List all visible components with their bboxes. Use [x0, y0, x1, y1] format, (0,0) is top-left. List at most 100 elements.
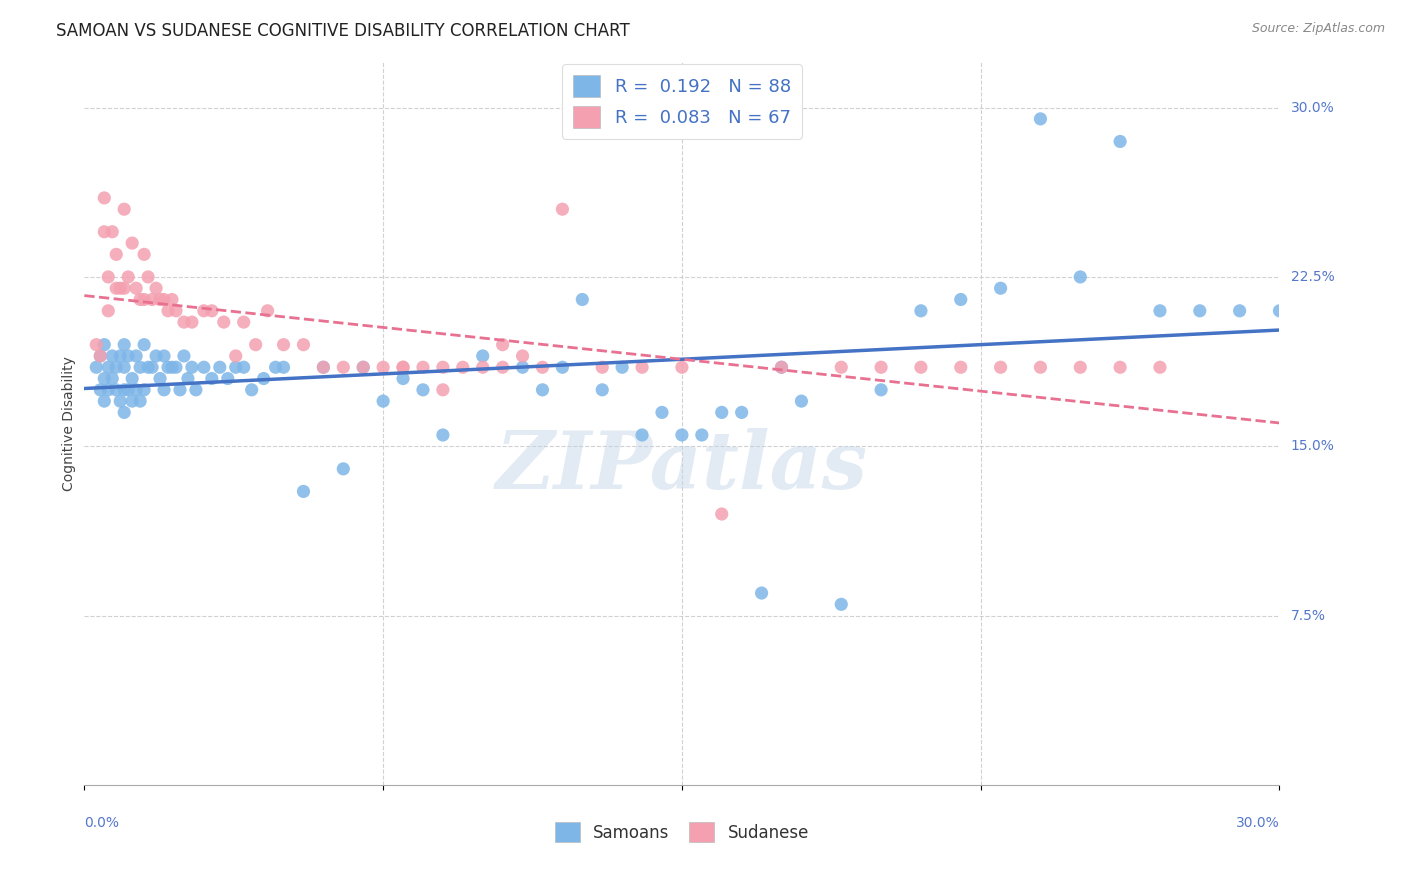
Point	[990, 281, 1012, 295]
Point	[292, 337, 315, 351]
Point	[89, 383, 111, 397]
Point	[132, 383, 156, 397]
Point	[949, 360, 972, 375]
Point	[225, 349, 247, 363]
Y-axis label: Cognitive Disability: Cognitive Disability	[62, 356, 76, 491]
Point	[97, 383, 120, 397]
Point	[112, 405, 135, 419]
Point	[129, 394, 152, 409]
Point	[110, 394, 132, 409]
Point	[591, 360, 613, 375]
Point	[110, 349, 132, 363]
Point	[1109, 135, 1132, 149]
Point	[201, 303, 224, 318]
Point	[631, 360, 654, 375]
Point	[201, 371, 224, 385]
Point	[149, 293, 172, 307]
Point	[471, 360, 494, 375]
Point	[132, 293, 156, 307]
Point	[471, 349, 494, 363]
Point	[373, 394, 395, 409]
Point	[512, 349, 534, 363]
Point	[910, 360, 932, 375]
Point	[1109, 360, 1132, 375]
Point	[141, 293, 163, 307]
Point	[141, 360, 163, 375]
Point	[169, 383, 191, 397]
Point	[112, 337, 135, 351]
Point	[160, 360, 183, 375]
Point	[949, 293, 972, 307]
Point	[212, 315, 235, 329]
Text: 7.5%: 7.5%	[1291, 608, 1326, 623]
Point	[125, 383, 148, 397]
Text: 15.0%: 15.0%	[1291, 439, 1334, 453]
Point	[93, 191, 115, 205]
Point	[86, 360, 108, 375]
Point	[157, 303, 180, 318]
Point	[160, 293, 183, 307]
Point	[121, 394, 143, 409]
Point	[101, 225, 124, 239]
Point	[451, 360, 474, 375]
Point	[117, 349, 139, 363]
Point	[256, 303, 278, 318]
Point	[125, 281, 148, 295]
Point	[591, 383, 613, 397]
Point	[870, 383, 893, 397]
Point	[165, 360, 187, 375]
Point	[129, 293, 152, 307]
Point	[373, 360, 395, 375]
Point	[86, 337, 108, 351]
Point	[830, 598, 852, 612]
Point	[571, 293, 593, 307]
Point	[136, 269, 159, 284]
Point	[332, 462, 354, 476]
Point	[1229, 303, 1251, 318]
Point	[412, 383, 434, 397]
Point	[264, 360, 287, 375]
Point	[173, 315, 195, 329]
Point	[392, 371, 415, 385]
Point	[232, 360, 254, 375]
Point	[631, 428, 654, 442]
Point	[1188, 303, 1211, 318]
Point	[312, 360, 335, 375]
Point	[412, 360, 434, 375]
Point	[153, 293, 176, 307]
Point	[551, 202, 574, 217]
Point	[990, 360, 1012, 375]
Point	[232, 315, 254, 329]
Point	[531, 360, 554, 375]
Point	[731, 405, 754, 419]
Point	[1069, 269, 1091, 284]
Point	[157, 360, 180, 375]
Point	[93, 394, 115, 409]
Point	[149, 371, 172, 385]
Point	[110, 281, 132, 295]
Point	[117, 269, 139, 284]
Point	[208, 360, 231, 375]
Point	[117, 383, 139, 397]
Text: 0.0%: 0.0%	[84, 815, 120, 830]
Point	[193, 360, 215, 375]
Point	[193, 303, 215, 318]
Text: 22.5%: 22.5%	[1291, 270, 1334, 284]
Point	[332, 360, 354, 375]
Point	[97, 360, 120, 375]
Point	[710, 405, 733, 419]
Point	[1029, 112, 1052, 126]
Point	[770, 360, 793, 375]
Point	[101, 349, 124, 363]
Point	[105, 383, 128, 397]
Point	[671, 428, 693, 442]
Point	[512, 360, 534, 375]
Point	[245, 337, 267, 351]
Point	[181, 315, 204, 329]
Point	[132, 247, 156, 261]
Point	[392, 360, 415, 375]
Point	[1149, 360, 1171, 375]
Point	[870, 360, 893, 375]
Point	[352, 360, 374, 375]
Point	[132, 337, 156, 351]
